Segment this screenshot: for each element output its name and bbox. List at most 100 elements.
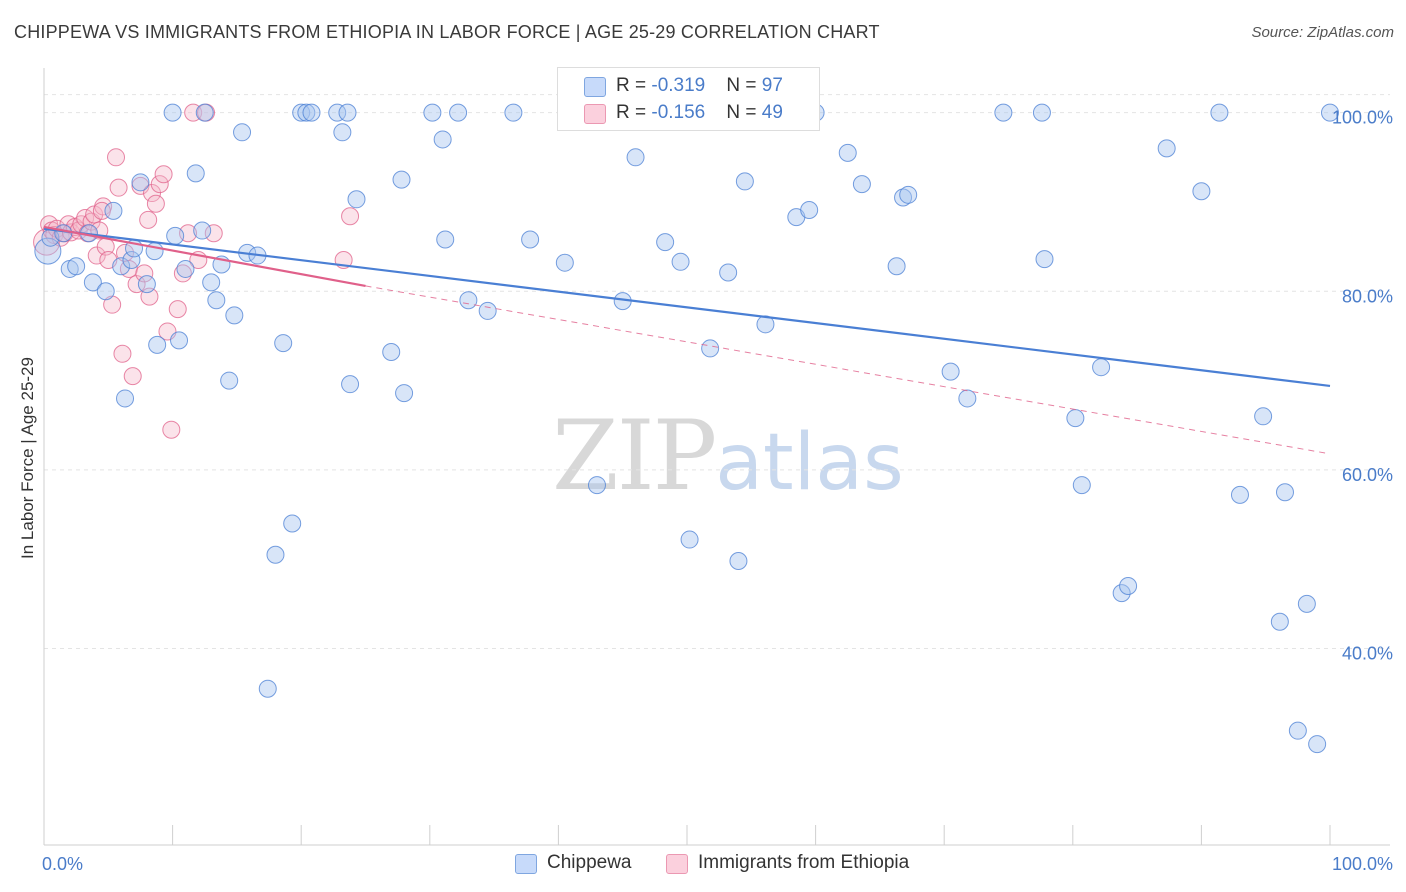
- data-points: [33, 103, 1339, 754]
- chippewa-point: [1035, 250, 1054, 269]
- chippewa-point: [170, 331, 189, 350]
- ethiopia-point: [113, 344, 132, 363]
- chippewa-point: [392, 170, 411, 189]
- legend-r-value: -0.319: [651, 75, 706, 96]
- chippewa-point: [395, 384, 414, 403]
- ethiopia-point: [107, 148, 126, 167]
- ethiopia-point: [341, 207, 360, 226]
- legend-swatch-ethiopia: [584, 104, 606, 124]
- chippewa-point: [193, 221, 212, 240]
- chippewa-point: [958, 389, 977, 408]
- chippewa-point: [626, 148, 645, 167]
- legend-r-label: R =: [616, 75, 652, 96]
- series-swatch-ethiopia: [666, 854, 688, 874]
- legend-swatch-chippewa: [584, 77, 606, 97]
- y-tick-label: 60.0%: [1342, 465, 1393, 485]
- chippewa-point: [225, 306, 244, 325]
- y-axis-label: In Labor Force | Age 25-29: [18, 357, 37, 559]
- chippewa-point: [800, 201, 819, 220]
- chippewa-point: [1192, 182, 1211, 201]
- chippewa-point: [258, 679, 277, 698]
- chippewa-point: [729, 551, 748, 570]
- ethiopia-point: [168, 300, 187, 319]
- legend-n-value: 49: [761, 102, 783, 123]
- chippewa-point: [701, 339, 720, 358]
- chippewa-point: [67, 257, 86, 276]
- ethiopia-point: [123, 367, 142, 386]
- chippewa-point: [104, 201, 123, 220]
- chippewa-point: [994, 103, 1013, 122]
- x-tick-label: 0.0%: [42, 854, 83, 874]
- chippewa-point: [166, 226, 185, 245]
- chippewa-point: [1297, 594, 1316, 613]
- ethiopia-trendline: [43, 225, 366, 287]
- y-tick-label: 40.0%: [1342, 644, 1393, 664]
- chippewa-point: [894, 188, 913, 207]
- ethiopia-point: [150, 175, 169, 194]
- chippewa-point: [1288, 721, 1307, 740]
- chippewa-point: [333, 123, 352, 142]
- chippewa-point: [587, 476, 606, 495]
- chippewa-point: [148, 335, 167, 354]
- chart-title: CHIPPEWA VS IMMIGRANTS FROM ETHIOPIA IN …: [14, 22, 880, 42]
- chippewa-point: [274, 334, 293, 353]
- chippewa-point: [1032, 103, 1051, 122]
- chippewa-point: [302, 103, 321, 122]
- chippewa-trendline: [43, 227, 1331, 388]
- chippewa-point: [899, 185, 918, 204]
- chippewa-point: [478, 301, 497, 320]
- axes: [43, 68, 1390, 846]
- chippewa-point: [656, 233, 675, 252]
- chippewa-point: [207, 291, 226, 310]
- chippewa-point: [112, 257, 131, 276]
- chippewa-point: [1092, 358, 1111, 377]
- chippewa-point: [1254, 407, 1273, 426]
- grid-lines: [44, 94, 1390, 650]
- x-tick-label: 100.0%: [1332, 854, 1393, 874]
- chippewa-point: [1210, 103, 1229, 122]
- chippewa-point: [163, 103, 182, 122]
- chippewa-point: [680, 530, 699, 549]
- trend-lines: [43, 225, 1331, 455]
- chippewa-point: [341, 375, 360, 394]
- chippewa-point: [1112, 584, 1131, 603]
- chippewa-point: [459, 291, 478, 310]
- chippewa-point: [131, 173, 150, 192]
- chippewa-point: [887, 257, 906, 276]
- series-label-chippewa: Chippewa: [547, 852, 632, 873]
- chippewa-point: [449, 103, 468, 122]
- chippewa-point: [1119, 577, 1138, 595]
- legend-r-label: R =: [616, 102, 652, 123]
- ethiopia-point: [146, 194, 165, 213]
- chippewa-point: [195, 103, 214, 122]
- chippewa-point: [1321, 103, 1339, 122]
- legend-n-value: 97: [761, 75, 783, 96]
- chippewa-point: [116, 389, 135, 408]
- y-tick-label: 80.0%: [1342, 286, 1393, 306]
- chippewa-point: [137, 275, 156, 294]
- chippewa-point: [283, 514, 302, 533]
- watermark-zip: ZIP: [552, 400, 717, 512]
- ethiopia-trendline: [365, 285, 1331, 455]
- watermark: ZIPatlas: [552, 400, 904, 512]
- ethiopia-point: [154, 165, 173, 184]
- chippewa-point: [423, 103, 442, 122]
- chippewa-point: [852, 175, 871, 194]
- chippewa-point: [756, 315, 775, 334]
- chippewa-point: [1230, 485, 1249, 504]
- chippewa-point: [292, 103, 311, 122]
- chippewa-point: [1066, 409, 1085, 428]
- y-tick-label: 100.0%: [1332, 108, 1393, 128]
- ethiopia-point: [135, 264, 154, 283]
- chippewa-point: [436, 230, 455, 249]
- ethiopia-point: [109, 178, 128, 197]
- legend-n-label: N =: [726, 75, 762, 96]
- chippewa-point: [433, 130, 452, 149]
- chippewa-point: [838, 143, 857, 162]
- chippewa-point: [220, 371, 239, 390]
- chippewa-point: [555, 253, 574, 272]
- legend-r-value: -0.156: [651, 102, 706, 123]
- chippewa-point: [504, 103, 523, 122]
- ethiopia-point: [139, 210, 158, 229]
- ethiopia-point: [162, 420, 181, 439]
